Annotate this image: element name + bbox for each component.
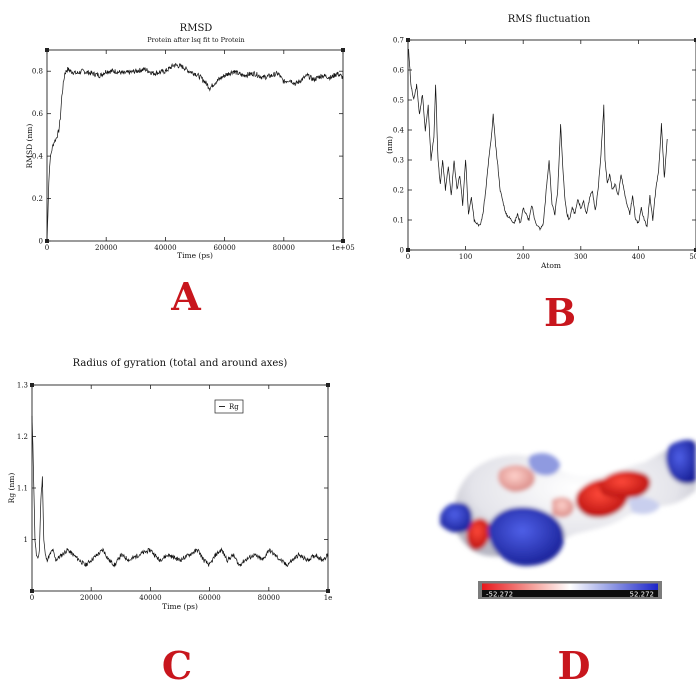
chart-c-ylabel: Rg (nm) [7,473,16,504]
chart-b-corner-marker [406,38,410,42]
colorbar-max-label: 52.272 [630,591,655,599]
chart-c-title: Radius of gyration (total and around axe… [73,358,288,369]
chart-a-xlabel: Time (ps) [177,251,213,260]
chart-a-ylabel: RMSD (nm) [25,124,34,169]
chart-a-subtitle: Protein after lsq fit to Protein [147,36,244,44]
chart-c-corner-marker [326,383,330,387]
chart-b-ytick-label: 0.3 [393,157,404,165]
chart-a-title: RMSD [180,23,213,34]
chart-a-frame [46,49,344,242]
colorbar-min-label: -52.272 [486,591,513,599]
protein-surface-image [440,439,696,566]
chart-b-corner-marker [406,248,410,252]
chart-c-ytick-label: 1.3 [17,382,28,390]
chart-a-series-line [46,62,344,242]
chart-c-ticks: 0 20000 40000 60000 80000 1e 1 1.1 1.2 1.3 [17,382,332,603]
colorbar-gradient [482,583,658,590]
chart-c-ytick-label: 1 [24,536,28,544]
chart-a-ytick-label: 0.4 [32,153,44,161]
chart-c-xlabel: Time (ps) [162,602,198,611]
chart-a-ytick-label: 0.6 [32,110,44,118]
chart-a-xtick-label: 80000 [273,244,295,252]
chart-b-corner-marker [694,248,696,252]
chart-b-xtick-label: 500 [689,253,696,261]
chart-c-corner-marker [326,589,330,593]
chart-c-legend-box [214,399,244,414]
chart-c-corner-marker [30,589,34,593]
chart-b-series-line [408,48,668,231]
panel-letter-c: C [162,643,192,686]
chart-b-ytick-label: 0.1 [393,217,404,225]
chart-b-xtick-label: 100 [459,253,472,261]
chart-c-xtick-label: 20000 [80,594,102,602]
chart-c-corner-marker [30,383,34,387]
chart-b-xtick-label: 200 [517,253,530,261]
chart-c-xtick-label: 1e [324,594,333,602]
panel-d-electrostatic-surface: -52.272 52.272 D [440,439,696,686]
chart-b-ytick-label: 0 [400,247,404,255]
chart-a-corner-marker [341,239,345,243]
chart-b-ytick-label: 0.6 [393,67,405,75]
chart-b-xtick-label: 400 [632,253,645,261]
chart-c-legend-label: Rg [229,403,239,411]
chart-c-xtick-label: 80000 [258,594,280,602]
chart-a-xtick-label: 40000 [154,244,176,252]
panel-letter-d: D [558,643,591,686]
colorbar-label-strip [482,590,658,597]
chart-a-corner-marker [45,48,49,52]
chart-c-xtick-label: 40000 [139,594,161,602]
chart-b-ytick-label: 0.7 [393,37,404,45]
chart-b-frame [407,39,696,251]
chart-a-ytick-label: 0.2 [32,195,43,203]
chart-a-ticks: 0 20000 40000 60000 80000 1e+05 0 0.2 0.4 0.6 0.8 [32,48,355,252]
chart-a-corner-marker [341,48,345,52]
chart-b-title: RMS fluctuation [508,14,591,25]
panel-a-rmsd-chart: RMSD Protein after lsq fit to Protein 0 2… [25,23,355,319]
chart-a-xtick-label: 0 [45,244,49,252]
chart-b-xlabel: Atom [540,261,561,270]
chart-a-xtick-label: 60000 [213,244,235,252]
chart-b-corner-marker [694,38,696,42]
chart-c-ytick-label: 1.2 [17,433,28,441]
chart-c-xtick-label: 60000 [198,594,220,602]
chart-a-ytick-label: 0 [39,238,43,246]
chart-c-series-line [31,415,329,568]
chart-b-xtick-label: 0 [406,253,410,261]
panel-c-radius-of-gyration-chart: Radius of gyration (total and around axe… [7,358,332,686]
chart-b-ytick-label: 0.2 [393,187,404,195]
chart-a-ytick-label: 0.8 [32,68,43,76]
colorbar: -52.272 52.272 [478,581,662,599]
chart-c-xtick-label: 0 [30,594,34,602]
chart-a-xtick-label: 20000 [95,244,117,252]
panel-letter-b: B [544,290,576,335]
chart-a-xtick-label: 1e+05 [331,244,354,252]
chart-b-xtick-label: 300 [574,253,587,261]
panel-b-rms-fluctuation-chart: RMS fluctuation 010020030040050000.10.20… [385,14,696,335]
chart-b-ylabel: (nm) [385,136,394,154]
chart-b-ticks: 0 100 200 300 400 500 0 0.1 0.2 0.3 0.4 0.5 0.6 0.7 [393,37,696,261]
panel-letter-a: A [170,274,201,319]
chart-b-ytick-label: 0.4 [393,127,405,135]
chart-b-ytick-label: 0.5 [393,97,404,105]
chart-c-ytick-label: 1.1 [17,485,28,493]
chart-c-legend: Rg [214,399,244,414]
